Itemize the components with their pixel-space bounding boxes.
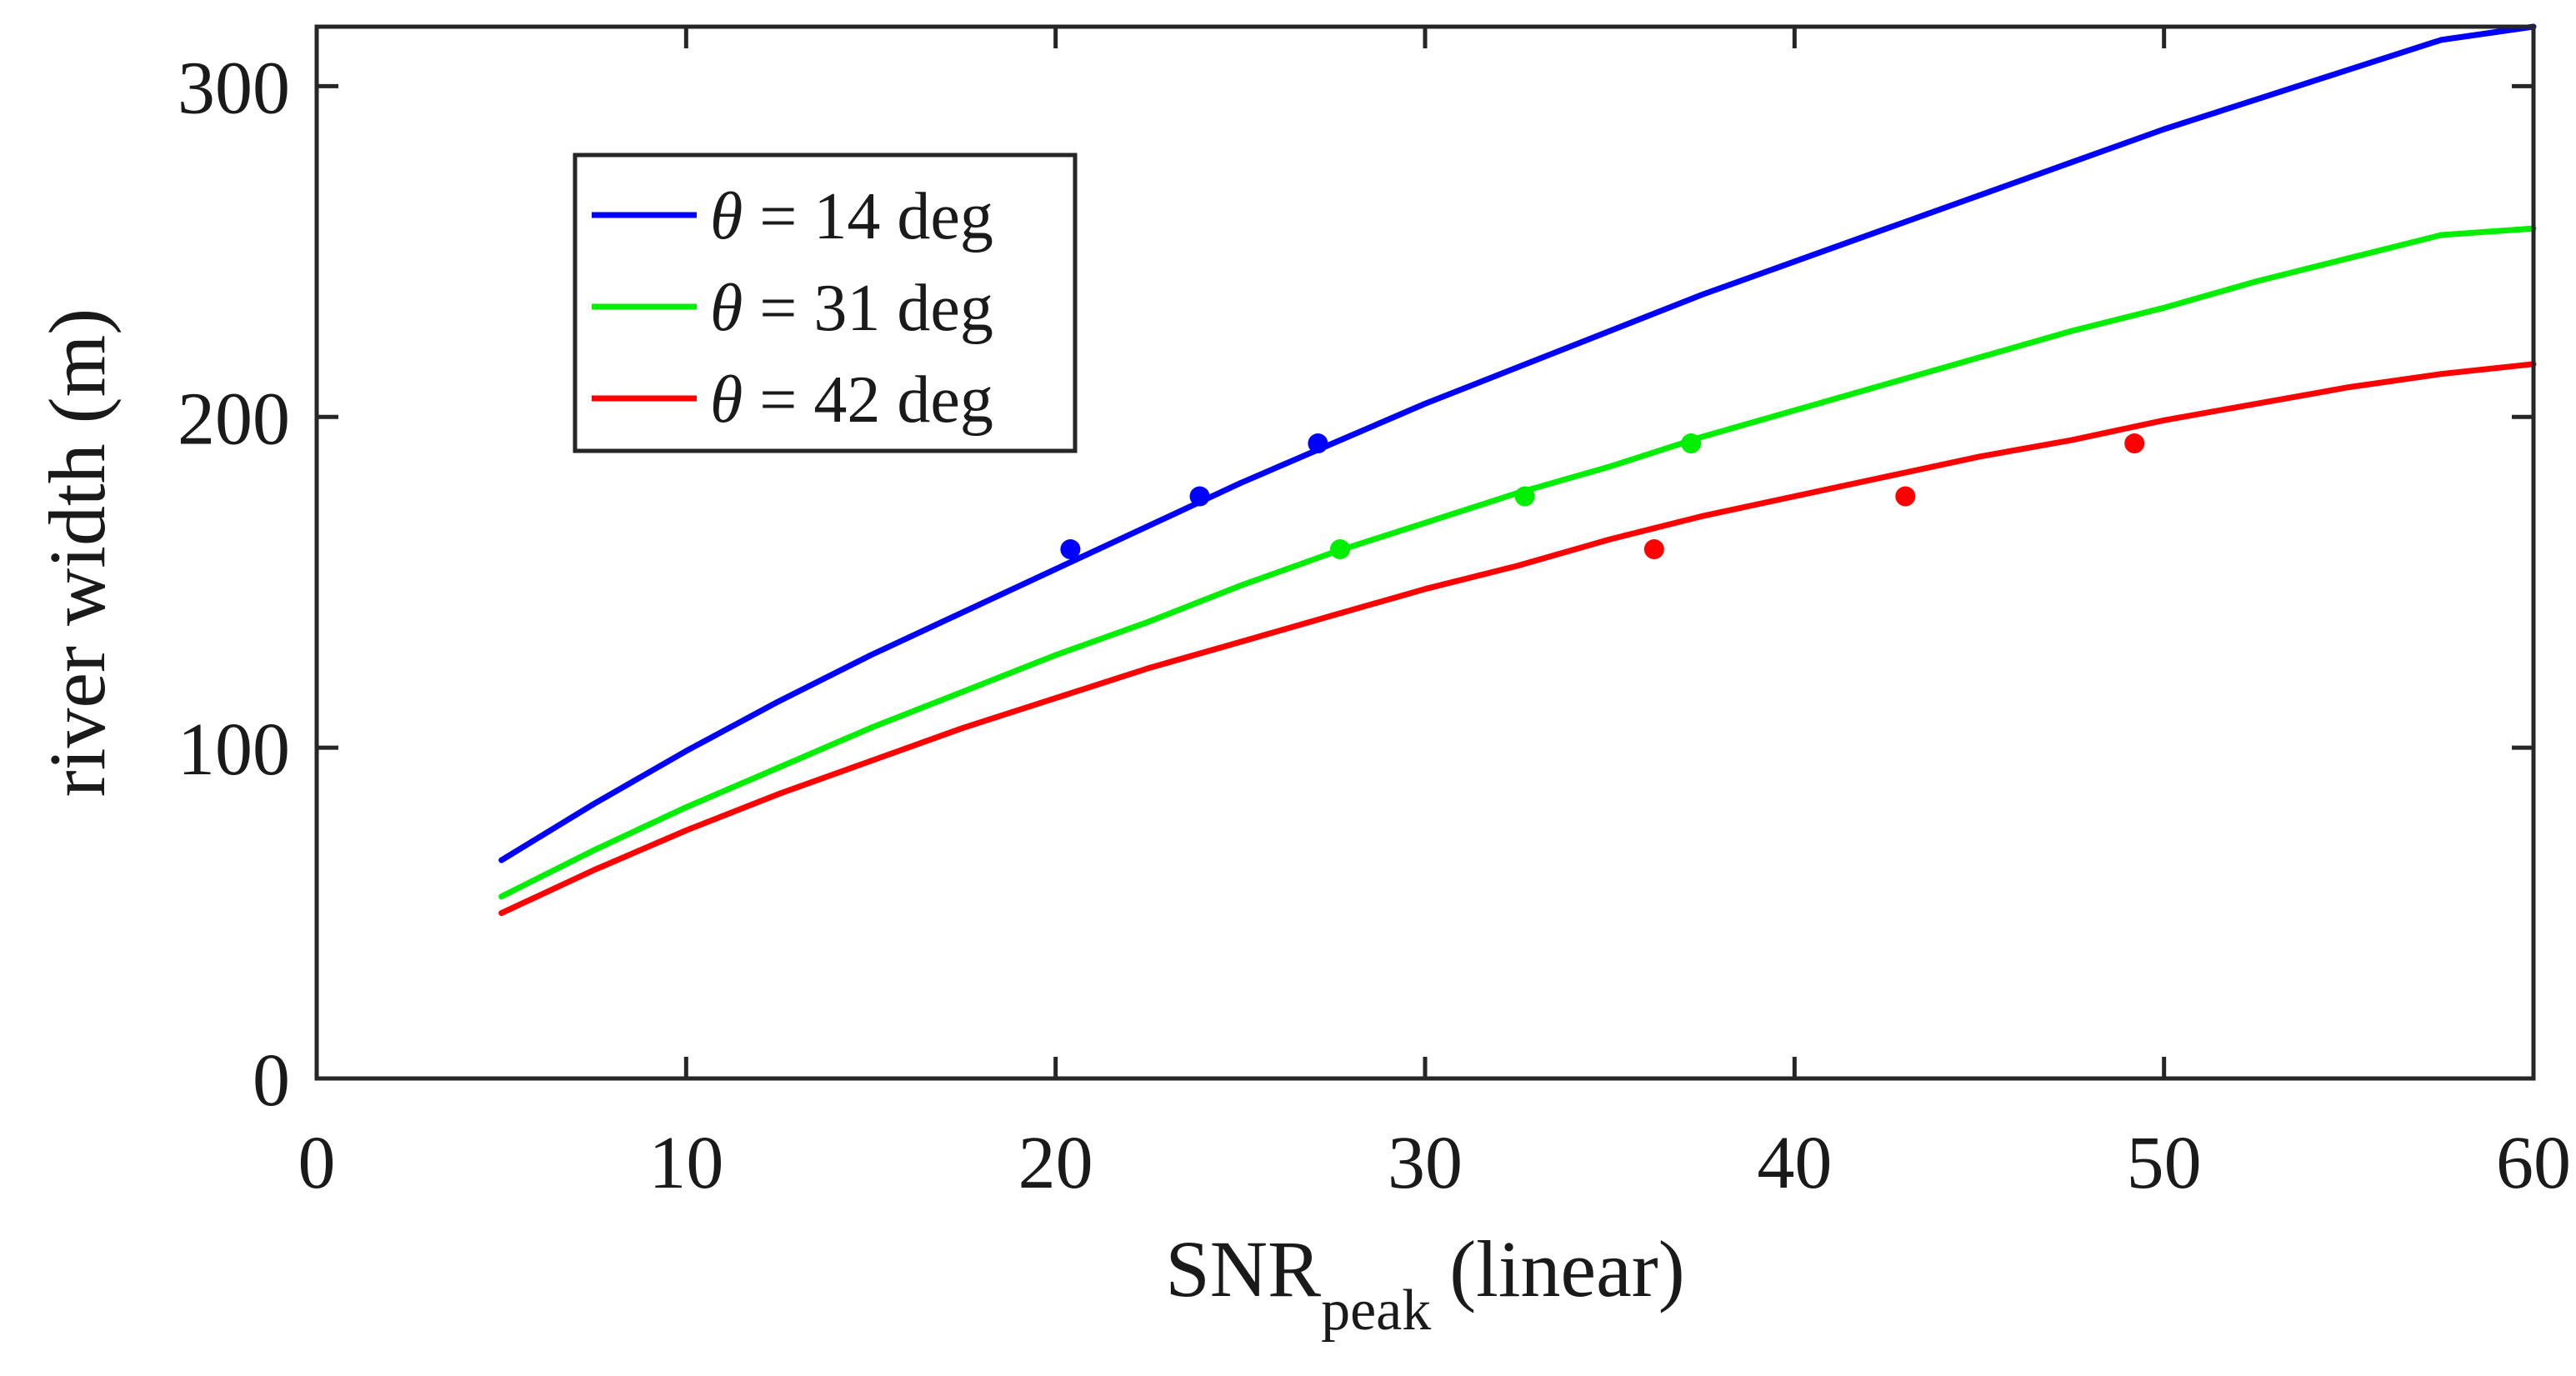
tick-layer — [314, 27, 2536, 1081]
series-marker-3 — [1643, 539, 1664, 560]
legend-label-2-rest: = 31 deg — [743, 272, 993, 345]
x-axis-title-suffix: (linear) — [1449, 1224, 1684, 1313]
legend-label-1-rest: = 14 deg — [743, 180, 993, 253]
series-marker-2 — [1681, 433, 1702, 454]
label-layer: 0 10 20 30 40 50 60 0 100 200 300 — [178, 47, 2571, 1204]
series-marker-1 — [1060, 539, 1081, 560]
series-marker-1 — [1189, 486, 1210, 507]
x-tick-label: 10 — [648, 1122, 723, 1204]
legend-label-2-symbol: θ — [710, 272, 743, 345]
legend-label-1: θ = 14 deg — [710, 180, 993, 253]
series-marker-3 — [1895, 486, 1916, 507]
legend-box — [573, 153, 1078, 453]
x-tick-label: 40 — [1757, 1122, 1832, 1204]
legend-label-3-symbol: θ — [710, 363, 743, 437]
legend-label-1-symbol: θ — [710, 180, 743, 253]
y-tick-label: 300 — [178, 47, 290, 129]
series-marker-2 — [1330, 539, 1351, 560]
legend-label-3-rest: = 42 deg — [743, 363, 993, 437]
y-tick-label: 100 — [178, 708, 290, 791]
y-tick-label: 200 — [178, 378, 290, 460]
x-axis-title-main: SNR — [1165, 1224, 1321, 1313]
x-tick-label: 50 — [2127, 1122, 2202, 1204]
series-marker-1 — [1308, 433, 1328, 454]
series-line-1 — [498, 23, 2537, 863]
series-layer — [498, 23, 2537, 917]
x-tick-label: 0 — [298, 1122, 336, 1204]
legend: θ = 14 deg θ = 31 deg θ = 42 deg — [573, 153, 1078, 453]
series-marker-2 — [1514, 486, 1535, 507]
y-tick-label: 0 — [253, 1039, 290, 1122]
y-axis-title: river width (m) — [33, 308, 122, 798]
legend-label-2: θ = 31 deg — [710, 272, 993, 345]
series-line-3 — [498, 361, 2537, 917]
x-tick-label: 60 — [2496, 1122, 2571, 1204]
x-tick-label: 30 — [1388, 1122, 1463, 1204]
legend-label-3: θ = 42 deg — [710, 363, 993, 437]
x-tick-label: 20 — [1018, 1122, 1093, 1204]
x-axis-title-subscript: peak — [1321, 1278, 1431, 1343]
x-axis-title: SNRpeak (linear) — [1165, 1224, 1684, 1343]
series-marker-3 — [2124, 433, 2145, 454]
